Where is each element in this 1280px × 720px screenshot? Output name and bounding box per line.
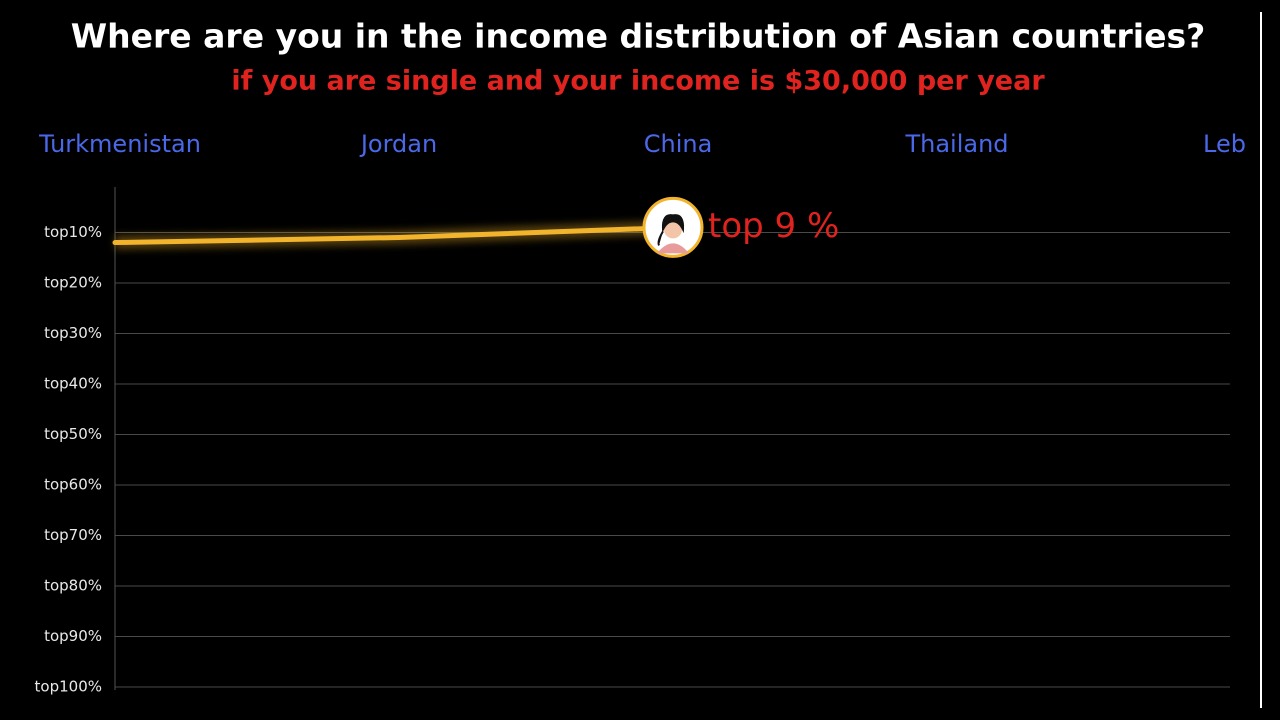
y-tick-label: top70%: [44, 526, 102, 544]
x-tick-label: Thailand: [904, 130, 1008, 158]
line: [112, 224, 681, 246]
chart-subtitle: if you are single and your income is $30…: [231, 66, 1045, 97]
y-tick-label: top50%: [44, 425, 102, 443]
y-tick-label: top20%: [44, 273, 102, 291]
y-tick-label: top30%: [44, 324, 102, 342]
x-tick-label: Lebar: [1203, 130, 1271, 158]
y-tick-label: top80%: [44, 576, 102, 594]
chart-title: Where are you in the income distribution…: [71, 17, 1206, 56]
y-tick-label: top90%: [44, 627, 102, 645]
avatar-face: [664, 220, 682, 239]
value-label: top 9 %: [708, 206, 839, 246]
avatar-body: [657, 243, 689, 254]
y-tick-label: top40%: [44, 374, 102, 392]
avatar-hair: [657, 214, 685, 246]
x-tick-label: China: [644, 130, 713, 158]
x-tick-label: Turkmenistan: [38, 130, 201, 158]
y-tick-label: top100%: [35, 678, 102, 696]
avatar-marker: [642, 196, 704, 258]
y-tick-label: top60%: [44, 475, 102, 493]
y-tick-label: top10%: [44, 223, 102, 241]
x-tick-label: Jordan: [359, 130, 437, 158]
category-row: Turkmenistan Jordan China Thailand Lebar: [38, 130, 1271, 158]
